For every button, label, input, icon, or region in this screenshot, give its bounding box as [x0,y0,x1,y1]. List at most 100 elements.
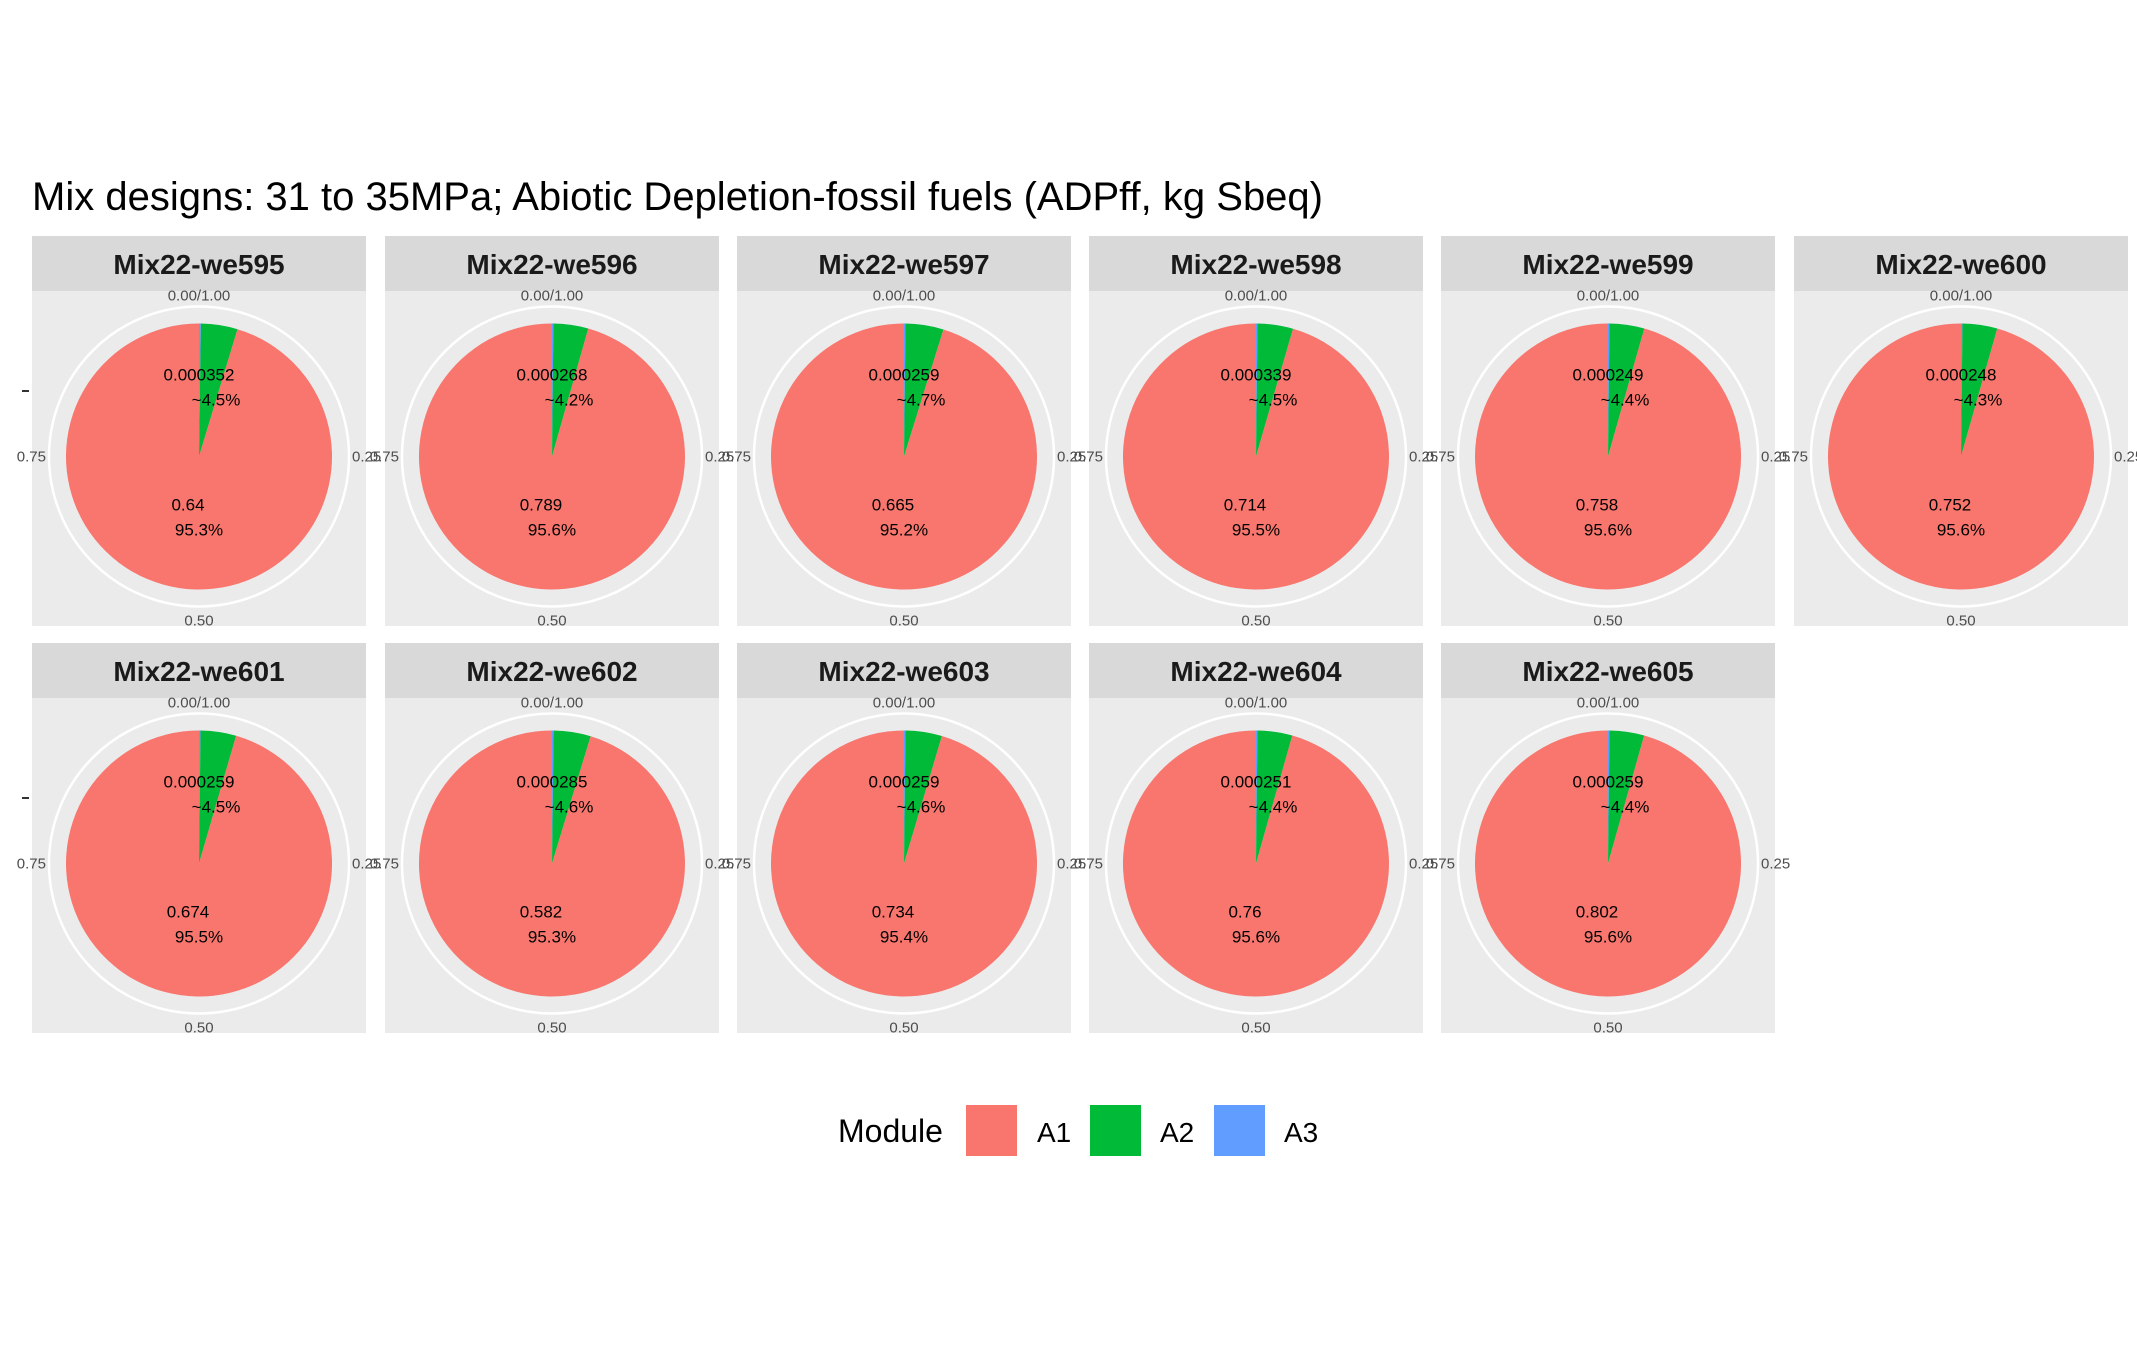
theta-tick-label: 0.50 [1593,613,1622,630]
polar-gridline [752,712,1056,1015]
pie-slice-a3 [904,323,906,457]
theta-tick-label: 0.50 [1241,1020,1270,1037]
slice-percent-label: 95.6% [1584,928,1632,947]
facet-strip [32,236,366,291]
theta-tick-label: 0.00/1.00 [873,695,936,712]
slice-percent-label: ~4.6% [897,798,946,817]
slice-percent-label: 95.3% [175,521,223,540]
pie-slice-a2 [1608,323,1645,457]
facet-panel: Mix22-we601 0.00/1.00 0.25 0.50 0.75 0.674 95.… [17,643,381,1037]
pie-slice-a1 [418,730,685,997]
slice-percent-label: ~4.5% [192,391,241,410]
legend: Module A1 A2 A3 [838,1105,1318,1156]
facet-strip [737,236,1071,291]
facet-panel: Mix22-we600 0.00/1.00 0.25 0.50 0.75 0.752 95.… [1779,236,2137,630]
pie-slice-a3 [1961,323,1963,457]
pie-slice-a1 [1475,730,1742,997]
pie-slice-a2 [552,323,589,457]
slice-percent-label: ~4.3% [1954,391,2003,410]
slice-value-label: 0.000285 [517,773,588,792]
legend-label-a2: A2 [1160,1117,1194,1148]
pie-slice-a3 [552,323,554,457]
theta-tick-label: 0.00/1.00 [168,288,231,305]
slice-percent-label: 95.6% [1937,521,1985,540]
slice-value-label: 0.000268 [517,366,588,385]
facet-title: Mix22-we605 [1522,656,1693,687]
theta-tick-label: 0.75 [370,449,399,466]
facet-grid: Mix22-we595 0.00/1.00 0.25 0.50 0.75 0.64 95.3… [17,236,2137,1037]
legend-key-a1 [966,1105,1017,1156]
facet-panel: Mix22-we596 0.00/1.00 0.25 0.50 0.75 0.789 95.… [370,236,734,630]
slice-percent-label: ~4.6% [545,798,594,817]
slice-value-label: 0.758 [1576,496,1619,515]
slice-percent-label: 95.2% [880,521,928,540]
slice-value-label: 0.734 [872,903,915,922]
theta-tick-label: 0.25 [2114,449,2137,466]
slice-value-label: 0.752 [1929,496,1972,515]
polar-gridline [1456,305,1760,608]
pie-slice-a1 [1122,730,1389,997]
theta-tick-label: 0.25 [705,449,734,466]
theta-tick-label: 0.00/1.00 [873,288,936,305]
facet-title: Mix22-we602 [466,656,637,687]
facet-strip [1089,236,1423,291]
slice-value-label: 0.000259 [869,366,940,385]
polar-gridline [400,712,704,1015]
slice-percent-label: ~4.4% [1249,798,1298,817]
theta-tick-label: 0.75 [1779,449,1808,466]
pie-slice-a3 [1256,323,1258,457]
theta-tick-label: 0.50 [889,613,918,630]
facet-panel: Mix22-we599 0.00/1.00 0.25 0.50 0.75 0.758 95.… [1426,236,1790,630]
slice-percent-label: 95.4% [880,928,928,947]
theta-tick-label: 0.25 [352,856,381,873]
theta-tick-label: 0.75 [1426,856,1455,873]
slice-value-label: 0.789 [520,496,563,515]
theta-tick-label: 0.75 [1074,449,1103,466]
slice-value-label: 0.64 [171,496,204,515]
theta-tick-label: 0.75 [722,449,751,466]
theta-tick-label: 0.25 [1057,856,1086,873]
pie-slice-a2 [199,730,237,864]
pie-slice-a3 [552,730,554,864]
facet-strip [1089,643,1423,698]
facet-panel: Mix22-we604 0.00/1.00 0.25 0.50 0.75 0.76 95.6… [1074,643,1438,1037]
theta-tick-label: 0.00/1.00 [1577,695,1640,712]
slice-value-label: 0.000259 [1573,773,1644,792]
facet-strip [32,643,366,698]
pie-slice-a1 [1475,323,1742,590]
facet-title: Mix22-we603 [818,656,989,687]
facet-strip [1794,236,2128,291]
theta-tick-label: 0.00/1.00 [1225,288,1288,305]
theta-tick-label: 0.00/1.00 [521,695,584,712]
slice-value-label: 0.000249 [1573,366,1644,385]
pie-slice-a3 [904,730,906,864]
theta-tick-label: 0.00/1.00 [521,288,584,305]
chart-title: Mix designs: 31 to 35MPa; Abiotic Deplet… [32,175,1323,219]
slice-percent-label: ~4.7% [897,391,946,410]
facet-panel: Mix22-we595 0.00/1.00 0.25 0.50 0.75 0.64 95.3… [17,236,381,630]
legend-key-a3 [1214,1105,1265,1156]
slice-percent-label: 95.6% [1232,928,1280,947]
theta-tick-label: 0.00/1.00 [1225,695,1288,712]
slice-percent-label: 95.6% [1584,521,1632,540]
pie-slice-a3 [1256,730,1258,864]
legend-key-a2 [1090,1105,1141,1156]
facet-title: Mix22-we604 [1170,656,1342,687]
pie-slice-a2 [552,730,591,864]
slice-value-label: 0.665 [872,496,915,515]
theta-tick-label: 0.75 [722,856,751,873]
theta-tick-label: 0.25 [1761,856,1790,873]
theta-tick-label: 0.00/1.00 [1577,288,1640,305]
theta-tick-label: 0.75 [17,856,46,873]
theta-tick-label: 0.25 [352,449,381,466]
facet-panel: Mix22-we597 0.00/1.00 0.25 0.50 0.75 0.665 95.… [722,236,1086,630]
facet-strip [1441,236,1775,291]
theta-tick-label: 0.00/1.00 [168,695,231,712]
pie-slice-a1 [66,730,333,997]
polar-gridline [1104,712,1408,1015]
slice-percent-label: 95.3% [528,928,576,947]
theta-tick-label: 0.50 [184,613,213,630]
pie-slice-a1 [1827,323,2094,590]
facet-strip [737,643,1071,698]
